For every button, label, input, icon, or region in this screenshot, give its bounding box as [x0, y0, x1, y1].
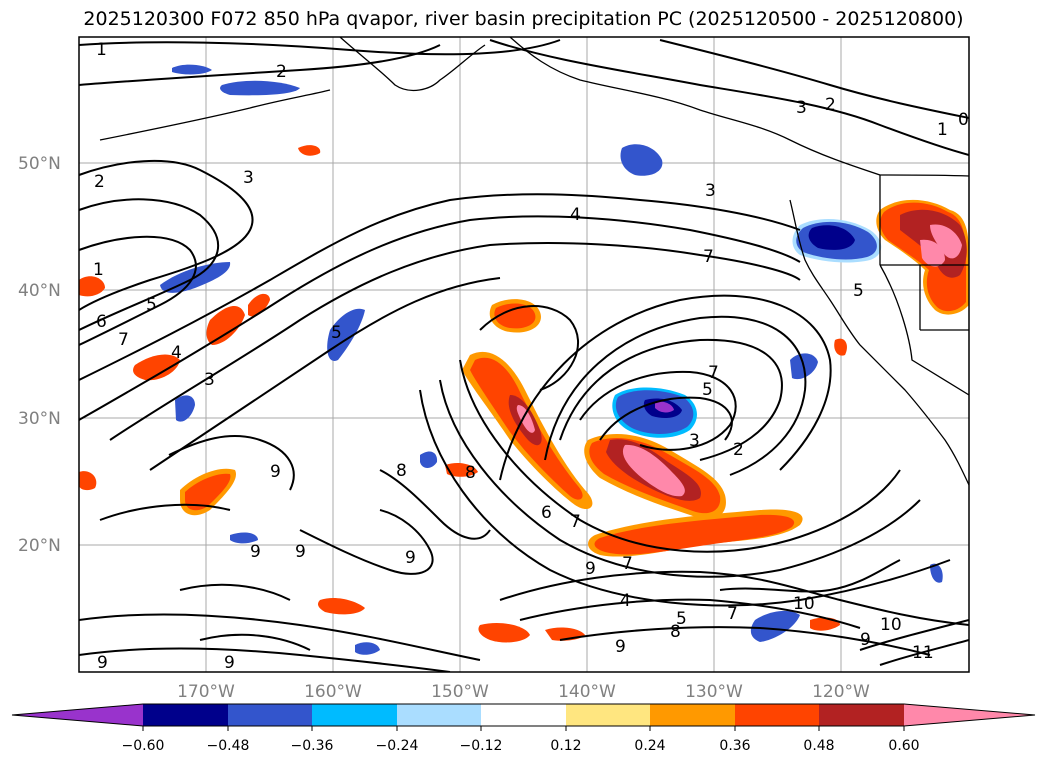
contour-label: 4: [620, 591, 631, 611]
contour-label: 5: [146, 295, 157, 315]
lat-label: 30°N: [18, 409, 61, 429]
contour-label: 9: [405, 548, 416, 568]
lat-label: 40°N: [18, 281, 61, 301]
map-frame: [78, 36, 970, 673]
contour-label: 3: [204, 370, 215, 390]
colorbar-segment: [481, 704, 566, 726]
contour-label: 1: [93, 260, 104, 280]
colorbar-tick: −0.36: [291, 738, 334, 754]
contour-label: 2: [276, 62, 287, 82]
contour-label: 9: [250, 542, 261, 562]
contour-label: 7: [570, 512, 581, 532]
contour-label: 0: [958, 110, 969, 130]
contour-label: 2: [94, 172, 105, 192]
longitude-labels: 170°W 160°W 150°W 140°W 130°W 120°W: [177, 682, 870, 702]
colorbar-tick: −0.48: [207, 738, 250, 754]
lon-label: 160°W: [304, 682, 362, 702]
contour-label: 3: [243, 168, 254, 188]
coastlines: [99, 37, 969, 486]
colorbar-segment: [735, 704, 819, 726]
contour-label: 10: [880, 615, 902, 635]
contour-label: 5: [702, 380, 713, 400]
contour-label: 9: [270, 462, 281, 482]
contour-label: 6: [96, 312, 107, 332]
contour-label: 8: [396, 461, 407, 481]
colorbar-tick: 0.24: [634, 738, 665, 754]
contour-label: 1: [96, 40, 107, 60]
colorbar-tick: −0.12: [460, 738, 503, 754]
map-area: [79, 37, 969, 672]
colorbar: −0.60 −0.48 −0.36 −0.24 −0.12 0.12 0.24 …: [11, 703, 1036, 754]
contour-label: 9: [295, 542, 306, 562]
contour-label: 1: [937, 120, 948, 140]
contour-label: 3: [796, 98, 807, 118]
contour-labels: 1 2 3 4 7 3 2 1 0 2 3 1 5 6 7 4 3 5 3 2 …: [93, 40, 969, 673]
qvapor-contours: [79, 39, 969, 672]
contour-label: 9: [860, 630, 871, 650]
contour-label: 3: [689, 431, 700, 451]
contour-label: 7: [118, 330, 129, 350]
contour-label: 2: [733, 440, 744, 460]
contour-label: 2: [825, 95, 836, 115]
colorbar-extend-min: [12, 704, 143, 726]
colorbar-extend-max: [904, 704, 1035, 726]
colorbar-segment: [228, 704, 312, 726]
contour-label: 8: [670, 622, 681, 642]
colorbar-segment: [566, 704, 650, 726]
precip-negative-areas: [160, 64, 943, 655]
colorbar-segment: [143, 704, 228, 726]
contour-label: 6: [541, 503, 552, 523]
map-title: 2025120300 F072 850 hPa qvapor, river ba…: [83, 8, 964, 30]
contour-label: 4: [171, 343, 182, 363]
colorbar-tick: 0.48: [803, 738, 834, 754]
contour-label: 5: [853, 281, 864, 301]
colorbar-segment: [397, 704, 481, 726]
contour-label: 7: [622, 554, 633, 574]
contour-label: 10: [793, 594, 815, 614]
colorbar-segment: [819, 704, 904, 726]
precip-positive-areas: [79, 145, 969, 643]
contour-label: 4: [570, 205, 581, 225]
colorbar-tick: 0.60: [888, 738, 919, 754]
contour-label: 9: [97, 653, 108, 673]
latitude-labels: 50°N 40°N 30°N 20°N: [18, 154, 61, 556]
lon-label: 120°W: [812, 682, 870, 702]
colorbar-tick: 0.36: [719, 738, 750, 754]
lon-label: 170°W: [177, 682, 235, 702]
contour-label: 5: [676, 609, 687, 629]
contour-label: 7: [708, 363, 719, 383]
colorbar-tick: 0.12: [550, 738, 581, 754]
contour-label: 11: [912, 643, 934, 663]
contour-label: 9: [585, 559, 596, 579]
lon-label: 150°W: [431, 682, 489, 702]
lon-label: 130°W: [685, 682, 743, 702]
contour-label: 8: [465, 463, 476, 483]
contour-label: 9: [615, 637, 626, 657]
colorbar-segment: [650, 704, 735, 726]
contour-label: 3: [705, 181, 716, 201]
contour-label: 9: [224, 653, 235, 673]
contour-label: 7: [727, 604, 738, 624]
lat-label: 20°N: [18, 536, 61, 556]
lon-label: 140°W: [558, 682, 616, 702]
colorbar-tick: −0.60: [122, 738, 165, 754]
contour-label: 5: [331, 323, 342, 343]
lat-label: 50°N: [18, 154, 61, 174]
colorbar-segment: [312, 704, 397, 726]
colorbar-tick: −0.24: [376, 738, 419, 754]
contour-label: 7: [703, 247, 714, 267]
